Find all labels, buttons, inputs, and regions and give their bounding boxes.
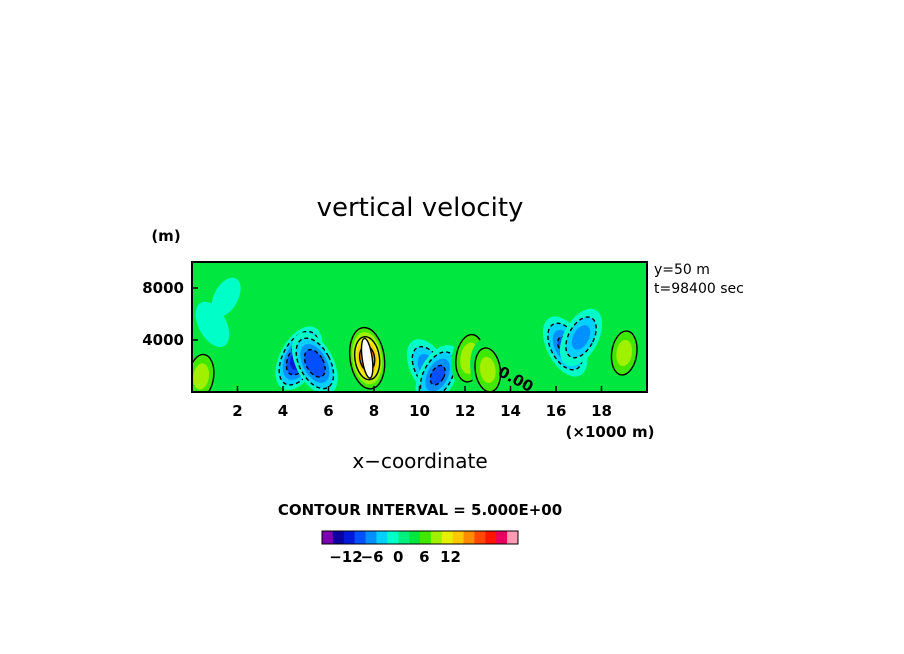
x-tick-label-2: 4 bbox=[278, 402, 288, 420]
colorbar-tick-label-3: 0 bbox=[393, 548, 403, 566]
info-line-location: y=50 m bbox=[654, 262, 710, 278]
x-tick-label-1: 2 bbox=[232, 402, 242, 420]
x-tick-label-3: 6 bbox=[323, 402, 333, 420]
colorbar-swatch-4 bbox=[354, 531, 366, 544]
colorbar-swatch-15 bbox=[474, 531, 486, 544]
colorbar-frame bbox=[321, 530, 519, 545]
x-tick-label-5: 10 bbox=[409, 402, 430, 420]
chart-title: vertical velocity bbox=[317, 193, 524, 223]
colorbar-tick-label-5: 12 bbox=[440, 548, 461, 566]
feature-1-level-3 bbox=[193, 363, 210, 390]
x-tick-label-7: 14 bbox=[500, 402, 521, 420]
colorbar-swatch-16 bbox=[485, 531, 497, 544]
x-tick-label-6: 12 bbox=[455, 402, 476, 420]
x-axis-label: x−coordinate bbox=[352, 449, 487, 473]
colorbar-swatch-13 bbox=[452, 531, 464, 544]
colorbar-swatch-9 bbox=[409, 531, 421, 544]
feature-6-level-4 bbox=[429, 364, 446, 386]
colorbar-swatch-10 bbox=[420, 531, 432, 544]
feature-updraft-4 bbox=[347, 323, 388, 392]
colorbar-swatch-17 bbox=[496, 531, 508, 544]
colorbar-swatch-11 bbox=[430, 531, 443, 544]
x-tick-label-8: 16 bbox=[546, 402, 567, 420]
feature-downdraft-12 bbox=[211, 277, 241, 317]
y-tick-label-2: 8000 bbox=[142, 279, 184, 297]
colorbar-swatch-8 bbox=[398, 531, 410, 544]
x-tick-label-9: 18 bbox=[591, 402, 612, 420]
feature-3-level-4 bbox=[303, 349, 326, 378]
plot-area: 0.00 bbox=[192, 262, 647, 392]
contour-interval-text: CONTOUR INTERVAL = 5.000E+00 bbox=[278, 501, 562, 519]
colorbar-swatch-18 bbox=[507, 531, 519, 544]
feature-downdraft-10 bbox=[559, 308, 603, 366]
feature-10-level-3 bbox=[571, 325, 591, 350]
feature-downdraft-6 bbox=[415, 345, 460, 392]
colorbar-swatch-5 bbox=[365, 531, 377, 544]
info-line-time: t=98400 sec bbox=[654, 281, 744, 297]
colorbar-swatch-2 bbox=[332, 531, 345, 544]
feature-downdraft-13 bbox=[195, 301, 230, 348]
colorbar-swatch-7 bbox=[387, 531, 399, 544]
colorbar-swatch-14 bbox=[463, 531, 475, 544]
feature-12-level-1 bbox=[211, 277, 241, 317]
feature-13-level-1 bbox=[195, 301, 230, 348]
colorbar-tick-label-1: −12 bbox=[329, 548, 362, 566]
colorbar: −12−6 0 6 12 bbox=[321, 530, 519, 566]
y-unit-label: (m) bbox=[151, 227, 180, 245]
colorbar-swatch-12 bbox=[441, 531, 453, 544]
colorbar-swatch-3 bbox=[343, 531, 355, 544]
y-tick-label-1: 4000 bbox=[142, 331, 184, 349]
feature-4-core bbox=[360, 337, 374, 379]
feature-updraft-11 bbox=[606, 322, 642, 384]
feature-8-level-3 bbox=[479, 356, 496, 383]
colorbar-tick-label-4: 6 bbox=[419, 548, 429, 566]
feature-downdraft-3 bbox=[292, 332, 338, 392]
x-unit-label: (×1000 m) bbox=[566, 423, 655, 441]
colorbar-tick-label-2: −6 bbox=[361, 548, 384, 566]
feature-11-level-3 bbox=[616, 339, 633, 367]
colorbar-swatch-1 bbox=[322, 531, 334, 544]
x-tick-label-4: 8 bbox=[369, 402, 379, 420]
colorbar-swatch-6 bbox=[376, 531, 388, 544]
